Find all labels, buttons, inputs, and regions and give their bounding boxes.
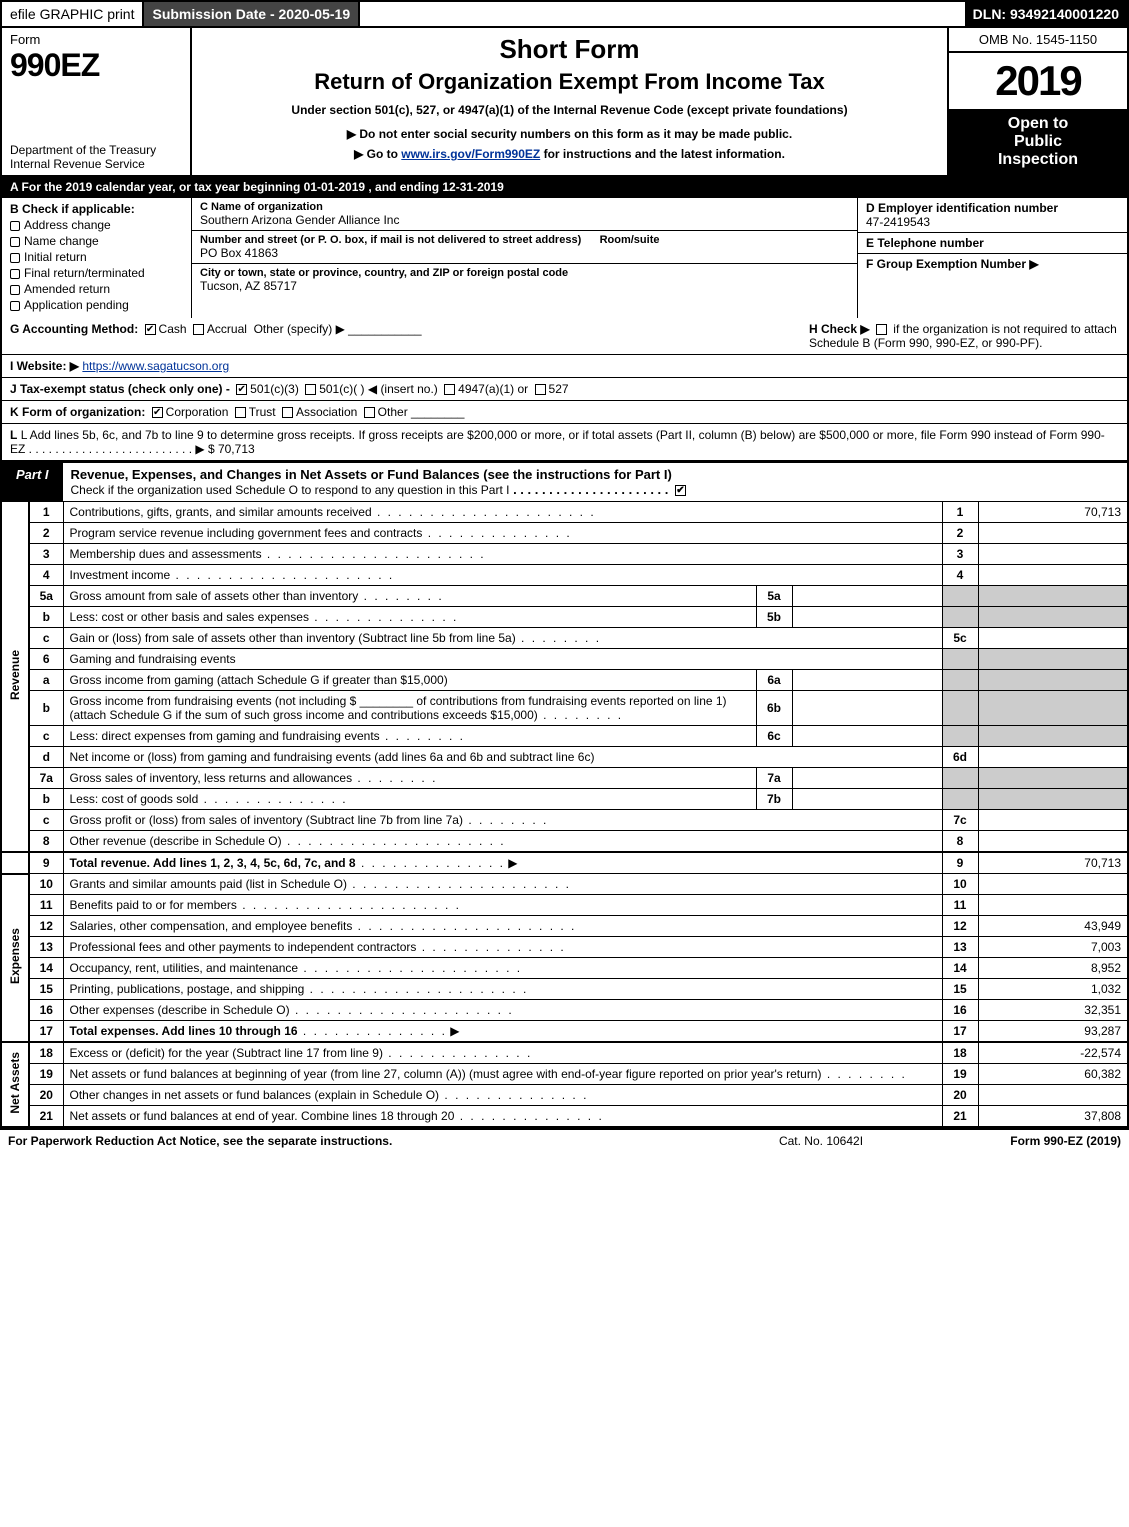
org-city: Tucson, AZ 85717	[200, 279, 849, 293]
footer-right: Form 990-EZ (2019)	[921, 1134, 1121, 1148]
part1-tab: Part I	[2, 463, 63, 501]
chk-other-org[interactable]	[364, 407, 375, 418]
chk-name-change[interactable]: Name change	[10, 234, 183, 248]
chk-501c[interactable]	[305, 384, 316, 395]
omb-number: OMB No. 1545-1150	[949, 28, 1127, 53]
header-center: Short Form Return of Organization Exempt…	[192, 28, 947, 175]
subline-goto: ▶ Go to www.irs.gov/Form990EZ for instru…	[204, 147, 935, 161]
dept-irs: Internal Revenue Service	[10, 157, 182, 171]
revenue-table: Revenue 1 Contributions, gifts, grants, …	[0, 502, 1129, 1128]
dln-label: DLN: 93492140001220	[965, 2, 1127, 26]
title-return: Return of Organization Exempt From Incom…	[204, 69, 935, 95]
chk-application-pending[interactable]: Application pending	[10, 298, 183, 312]
part1-title: Revenue, Expenses, and Changes in Net As…	[63, 463, 1127, 501]
chk-amended-return[interactable]: Amended return	[10, 282, 183, 296]
section-def: D Employer identification number 47-2419…	[857, 198, 1127, 318]
submission-date: Submission Date - 2020-05-19	[142, 2, 360, 26]
header-right: OMB No. 1545-1150 2019 Open to Public In…	[947, 28, 1127, 175]
c-name-label: C Name of organization	[200, 201, 849, 213]
section-b: B Check if applicable: Address change Na…	[2, 198, 192, 318]
tax-year: 2019	[949, 53, 1127, 109]
expenses-label: Expenses	[1, 874, 29, 1043]
line-17-val: 93,287	[978, 1021, 1128, 1043]
chk-cash[interactable]	[145, 324, 156, 335]
open-line2: Public	[953, 133, 1123, 151]
goto-pre: ▶ Go to	[354, 147, 401, 161]
line-12-val: 43,949	[978, 916, 1128, 937]
chk-schedule-o[interactable]	[675, 485, 686, 496]
chk-527[interactable]	[535, 384, 546, 395]
section-i: I Website: ▶ https://www.sagatucson.org	[0, 355, 1129, 378]
efile-text: efile GRAPHIC print	[10, 6, 134, 22]
section-l: L L Add lines 5b, 6c, and 7b to line 9 t…	[0, 424, 1129, 461]
header-left: Form 990EZ Department of the Treasury In…	[2, 28, 192, 175]
h-label: H Check ▶	[809, 322, 870, 336]
c-city-label: City or town, state or province, country…	[200, 267, 849, 279]
line-18-val: -22,574	[978, 1042, 1128, 1064]
ein-value: 47-2419543	[866, 215, 1119, 229]
footer-mid: Cat. No. 10642I	[721, 1134, 921, 1148]
form-word: Form	[10, 32, 182, 47]
f-label: F Group Exemption Number ▶	[866, 257, 1119, 271]
revenue-label: Revenue	[1, 502, 29, 852]
section-j: J Tax-exempt status (check only one) - 5…	[0, 378, 1129, 401]
i-label: I Website: ▶	[10, 359, 79, 373]
line-1-num: 1	[29, 502, 63, 523]
section-g: G Accounting Method: Cash Accrual Other …	[10, 322, 809, 350]
netassets-label: Net Assets	[1, 1042, 29, 1127]
org-address: PO Box 41863	[200, 246, 849, 260]
goto-post: for instructions and the latest informat…	[540, 147, 785, 161]
chk-accrual[interactable]	[193, 324, 204, 335]
line-1-val: 70,713	[978, 502, 1128, 523]
line-a-tax-year: A For the 2019 calendar year, or tax yea…	[0, 177, 1129, 198]
section-c: C Name of organization Southern Arizona …	[192, 198, 857, 318]
website-link[interactable]: https://www.sagatucson.org	[82, 359, 229, 373]
title-short-form: Short Form	[204, 34, 935, 65]
open-line1: Open to	[953, 115, 1123, 133]
line-21-val: 37,808	[978, 1106, 1128, 1128]
j-label: J Tax-exempt status (check only one) -	[10, 382, 233, 396]
irs-link[interactable]: www.irs.gov/Form990EZ	[401, 147, 540, 161]
chk-assoc[interactable]	[282, 407, 293, 418]
footer-left: For Paperwork Reduction Act Notice, see …	[8, 1134, 721, 1148]
c-addr-label: Number and street (or P. O. box, if mail…	[200, 234, 849, 246]
dept-treasury: Department of the Treasury	[10, 143, 182, 157]
l-text: L Add lines 5b, 6c, and 7b to line 9 to …	[10, 428, 1105, 456]
chk-address-change[interactable]: Address change	[10, 218, 183, 232]
l-value: $ 70,713	[208, 442, 255, 456]
g-label: G Accounting Method:	[10, 322, 138, 336]
part1-header: Part I Revenue, Expenses, and Changes in…	[0, 461, 1129, 502]
d-label: D Employer identification number	[866, 201, 1119, 215]
chk-501c3[interactable]	[236, 384, 247, 395]
chk-corp[interactable]	[152, 407, 163, 418]
top-bar: efile GRAPHIC print Submission Date - 20…	[0, 0, 1129, 28]
efile-label: efile GRAPHIC print	[2, 2, 142, 26]
section-k: K Form of organization: Corporation Trus…	[0, 401, 1129, 424]
part1-subtitle: Check if the organization used Schedule …	[71, 483, 510, 497]
info-grid: B Check if applicable: Address change Na…	[0, 198, 1129, 318]
chk-initial-return[interactable]: Initial return	[10, 250, 183, 264]
row-g-h: G Accounting Method: Cash Accrual Other …	[0, 318, 1129, 355]
chk-final-return[interactable]: Final return/terminated	[10, 266, 183, 280]
chk-h[interactable]	[876, 324, 887, 335]
open-public-badge: Open to Public Inspection	[949, 109, 1127, 175]
org-name: Southern Arizona Gender Alliance Inc	[200, 213, 849, 227]
line-1-desc: Contributions, gifts, grants, and simila…	[63, 502, 942, 523]
spacer	[360, 2, 965, 26]
e-label: E Telephone number	[866, 236, 1119, 250]
page-footer: For Paperwork Reduction Act Notice, see …	[0, 1128, 1129, 1152]
subline-ssn: ▶ Do not enter social security numbers o…	[204, 127, 935, 141]
chk-trust[interactable]	[235, 407, 246, 418]
form-header: Form 990EZ Department of the Treasury In…	[0, 28, 1129, 177]
k-label: K Form of organization:	[10, 405, 145, 419]
section-b-title: B Check if applicable:	[10, 202, 183, 216]
subline-section: Under section 501(c), 527, or 4947(a)(1)…	[204, 103, 935, 117]
section-h: H Check ▶ if the organization is not req…	[809, 322, 1119, 350]
line-9-val: 70,713	[978, 852, 1128, 874]
open-line3: Inspection	[953, 151, 1123, 169]
form-number: 990EZ	[10, 47, 182, 84]
chk-4947[interactable]	[444, 384, 455, 395]
